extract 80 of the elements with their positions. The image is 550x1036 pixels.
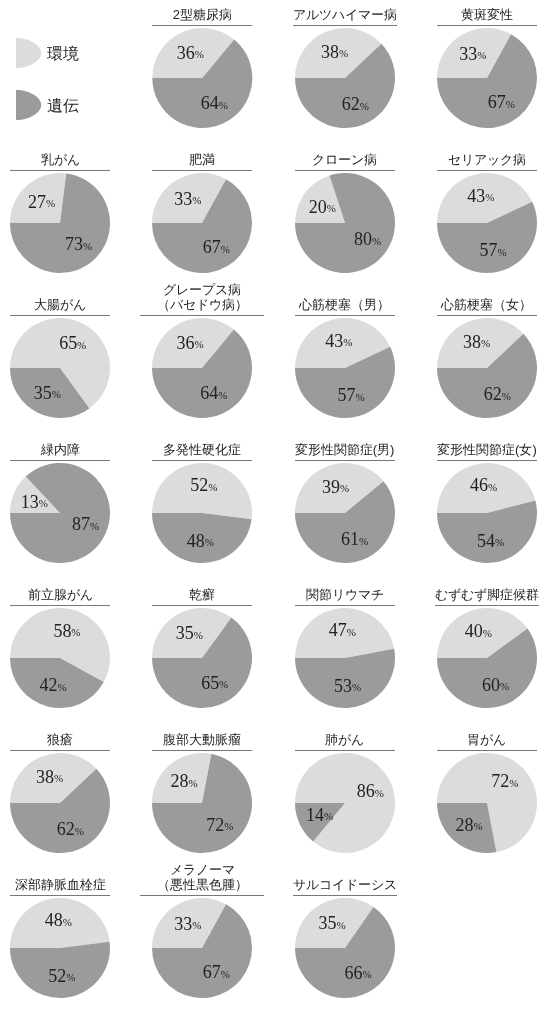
data-label: 52% [48,965,76,986]
chart-title: 肥満 [152,152,253,171]
data-label: 52% [190,475,218,496]
data-label: 65% [201,672,229,693]
chart-title: 2型糖尿病 [152,7,253,26]
chart-title: 変形性関節症(男) [294,442,395,461]
data-label: 38% [463,331,491,352]
chart-title: 肺がん [294,732,395,751]
data-label: 28% [455,814,483,835]
chart-title: セリアック病 [436,152,537,171]
data-label: 80% [353,229,381,250]
chart-title: 黄斑変性 [436,7,537,26]
chart-title: 胃がん [436,732,537,751]
data-label: 64% [200,93,228,114]
data-label: 60% [481,674,510,695]
data-label: 40% [464,621,492,642]
data-label: 62% [483,384,511,405]
data-label: 35% [33,382,61,403]
data-label: 33% [174,188,202,209]
data-label: 67% [202,962,231,983]
data-label: 39% [321,476,349,497]
data-label: 58% [53,620,81,641]
data-label: 28% [170,771,199,792]
data-label: 64% [200,383,228,404]
data-label: 46% [469,475,497,496]
data-label: 42% [39,675,67,696]
data-label: 72% [206,814,234,835]
chart-title: 前立腺がん [10,587,110,606]
data-label: 72% [491,771,519,792]
data-label: 36% [176,42,204,63]
data-label: 33% [174,913,202,934]
legend-label: 遺伝 [46,96,79,114]
data-label: 62% [341,94,369,115]
data-label: 86% [356,781,384,802]
data-label: 67% [202,237,231,258]
chart-title: 多発性硬化症 [152,442,253,461]
data-label: 65% [59,333,87,354]
data-label: 48% [44,910,72,931]
data-label: 35% [176,623,204,644]
data-label: 43% [467,185,495,206]
data-label: 48% [186,530,215,551]
data-label: 14% [305,804,333,825]
data-label: 66% [343,962,372,983]
data-label: 35% [318,913,346,934]
chart-title: グレープス病（バセドウ病） [140,282,265,316]
chart-title: 腹部大動脈瘤 [152,732,253,751]
chart-title: 関節リウマチ [294,587,395,606]
chart-title: 緑内障 [10,442,110,461]
data-label: 57% [337,385,365,406]
legend-label: 環境 [46,44,79,62]
chart-title: アルツハイマー病 [292,7,397,26]
data-label: 54% [476,530,504,551]
data-label: 13% [20,491,48,512]
data-label: 61% [340,529,368,550]
data-label: 27% [27,192,56,212]
chart-title: メラノーマ（悪性黒色腫） [140,862,265,896]
data-label: 47% [328,620,356,641]
chart-title: 変形性関節症(女) [436,442,537,461]
chart-title: 乾癬 [152,587,253,606]
data-label: 43% [324,330,353,351]
data-label: 36% [176,332,204,353]
chart-title: 大腸がん [10,297,110,316]
data-label: 33% [459,43,487,64]
chart-title: 狼瘡 [10,732,110,751]
chart-title: 心筋梗塞（男） [294,297,395,316]
data-label: 38% [320,41,348,62]
data-label: 73% [64,234,93,254]
data-label: 53% [333,675,361,696]
data-label: 62% [56,819,84,840]
chart-title: 心筋梗塞（女） [436,297,537,316]
chart-title: 深部静脈血栓症 [10,877,110,896]
chart-title: 乳がん [10,152,110,171]
data-label: 20% [308,196,336,217]
data-label: 87% [72,514,100,535]
data-label: 57% [479,240,507,261]
chart-title: サルコイドーシス [292,877,397,896]
chart-title: むずむず脚症候群 [434,587,539,606]
data-label: 67% [487,92,515,113]
data-label: 38% [36,766,64,787]
chart-title: クローン病 [294,152,395,171]
